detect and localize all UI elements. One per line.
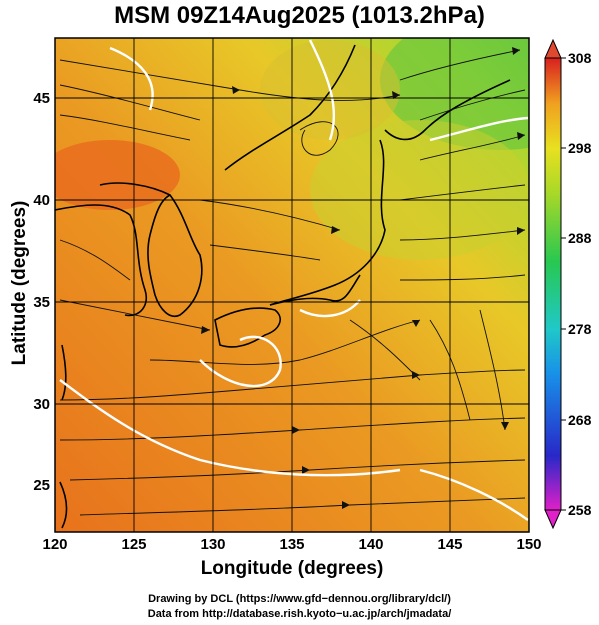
y-tick-labels: 45 40 35 30 25 <box>33 90 50 494</box>
y-tick-label: 35 <box>33 294 50 311</box>
drawing-credit: Drawing by DCL (https://www.gfd−dennou.o… <box>148 593 451 605</box>
streamlines <box>59 49 526 516</box>
x-tick-label: 140 <box>358 536 383 553</box>
coastlines <box>55 44 511 529</box>
map-title: MSM 09Z14Aug2025 (1013.2hPa) <box>114 2 485 29</box>
colorbar-tick-label: 308 <box>568 50 592 66</box>
grid-lines <box>55 38 529 532</box>
x-tick-labels: 120 125 130 135 140 145 150 <box>42 536 541 553</box>
x-axis-label: Longitude (degrees) <box>200 558 384 579</box>
x-tick-label: 135 <box>279 536 304 553</box>
colorbar-tick-label: 288 <box>568 230 592 246</box>
y-tick-label: 40 <box>33 192 50 209</box>
colorbar-tick-label: 268 <box>568 412 592 428</box>
y-tick-label: 45 <box>33 90 50 107</box>
colorbar-tick-label: 298 <box>568 140 592 156</box>
data-credit: Data from http://database.rish.kyoto−u.a… <box>147 608 452 620</box>
isotherm-contours <box>59 39 529 521</box>
temperature-field <box>55 38 529 532</box>
x-tick-label: 130 <box>200 536 225 553</box>
colorbar-lower-triangle <box>544 509 562 530</box>
x-tick-label: 125 <box>121 536 146 553</box>
colorbar-upper-triangle <box>544 38 562 59</box>
colorbar: 308 298 288 278 268 258 <box>544 38 592 530</box>
x-tick-label: 120 <box>42 536 67 553</box>
y-tick-label: 25 <box>33 477 50 494</box>
y-tick-label: 30 <box>33 396 50 413</box>
x-tick-label: 145 <box>437 536 462 553</box>
colorbar-tick-label: 258 <box>568 502 592 518</box>
x-tick-label: 150 <box>516 536 541 553</box>
y-axis-label: Latitude (degrees) <box>9 200 30 366</box>
streamline-arrows <box>201 47 525 509</box>
colorbar-tick-label: 278 <box>568 321 592 337</box>
